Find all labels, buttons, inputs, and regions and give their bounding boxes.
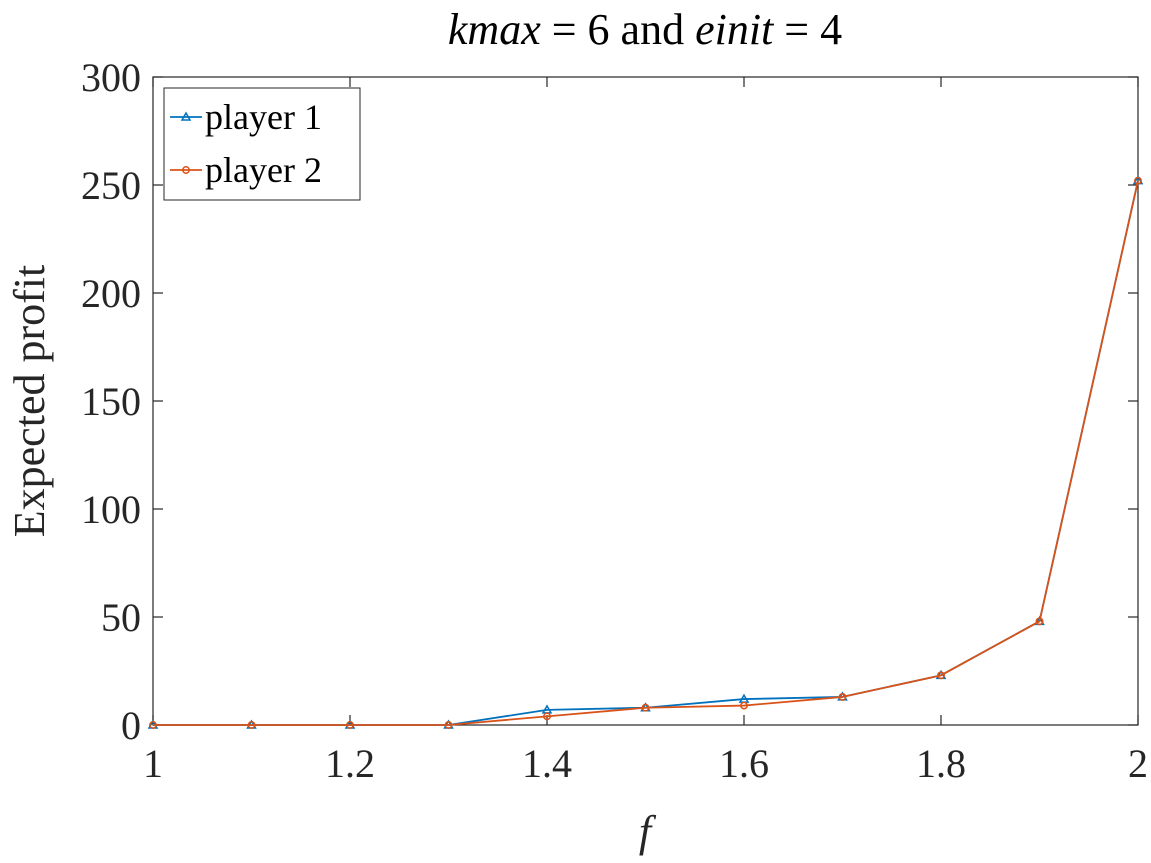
legend-swatch-marker: [180, 111, 192, 121]
title-part-2: einit: [695, 5, 775, 54]
legend-swatch-marker: [182, 166, 190, 174]
x-tick-label: 1.2: [325, 741, 375, 786]
x-tick-label: 1.8: [916, 741, 966, 786]
data-point: [149, 721, 157, 729]
y-tick-label: 100: [81, 487, 141, 532]
series-line: [153, 180, 1139, 726]
data-point: [346, 721, 354, 729]
y-tick-labels: 0 50 100 150 200 250 300: [81, 55, 141, 748]
title-part-3: = 4: [773, 5, 842, 54]
data-point: [543, 712, 551, 721]
legend-item: player 1: [170, 97, 322, 137]
y-tick-label: 250: [81, 163, 141, 208]
data-point: [838, 692, 847, 701]
data-point: [740, 701, 748, 710]
y-tick-label: 0: [121, 703, 141, 748]
data-point: [641, 703, 650, 712]
x-tick-label: 1.6: [719, 741, 769, 786]
legend-item: player 2: [170, 150, 322, 190]
series-2: [149, 176, 1142, 729]
y-tick-label: 50: [101, 595, 141, 640]
y-axis-label: Expected profit: [5, 265, 54, 537]
legend-label: player 2: [205, 150, 322, 190]
legend-entries: player 1 player 2: [170, 97, 322, 190]
x-axis-label: f: [639, 807, 657, 856]
x-tick-label: 1.4: [522, 741, 572, 786]
title-part-1: = 6 and: [541, 5, 695, 54]
data-point: [247, 721, 256, 729]
data-point: [1134, 176, 1142, 185]
legend: player 1 player 2: [163, 87, 361, 201]
axis-ticks: [152, 76, 1139, 726]
title-part-0: kmax: [448, 5, 541, 54]
y-tick-label: 150: [81, 379, 141, 424]
x-tick-label: 1: [143, 741, 163, 786]
series-layer: [147, 175, 1144, 729]
x-tick-label: 2: [1128, 741, 1148, 786]
y-tick-label: 200: [81, 271, 141, 316]
chart-title: kmax = 6 and einit = 4: [448, 5, 842, 54]
data-point: [444, 721, 453, 729]
data-point: [1035, 617, 1044, 626]
legend-box: [163, 87, 361, 201]
data-point: [937, 671, 945, 680]
legend-label: player 1: [205, 97, 322, 137]
y-tick-label: 300: [81, 55, 141, 100]
x-tick-labels: 1 1.2 1.4 1.6 1.8 2: [143, 741, 1148, 786]
